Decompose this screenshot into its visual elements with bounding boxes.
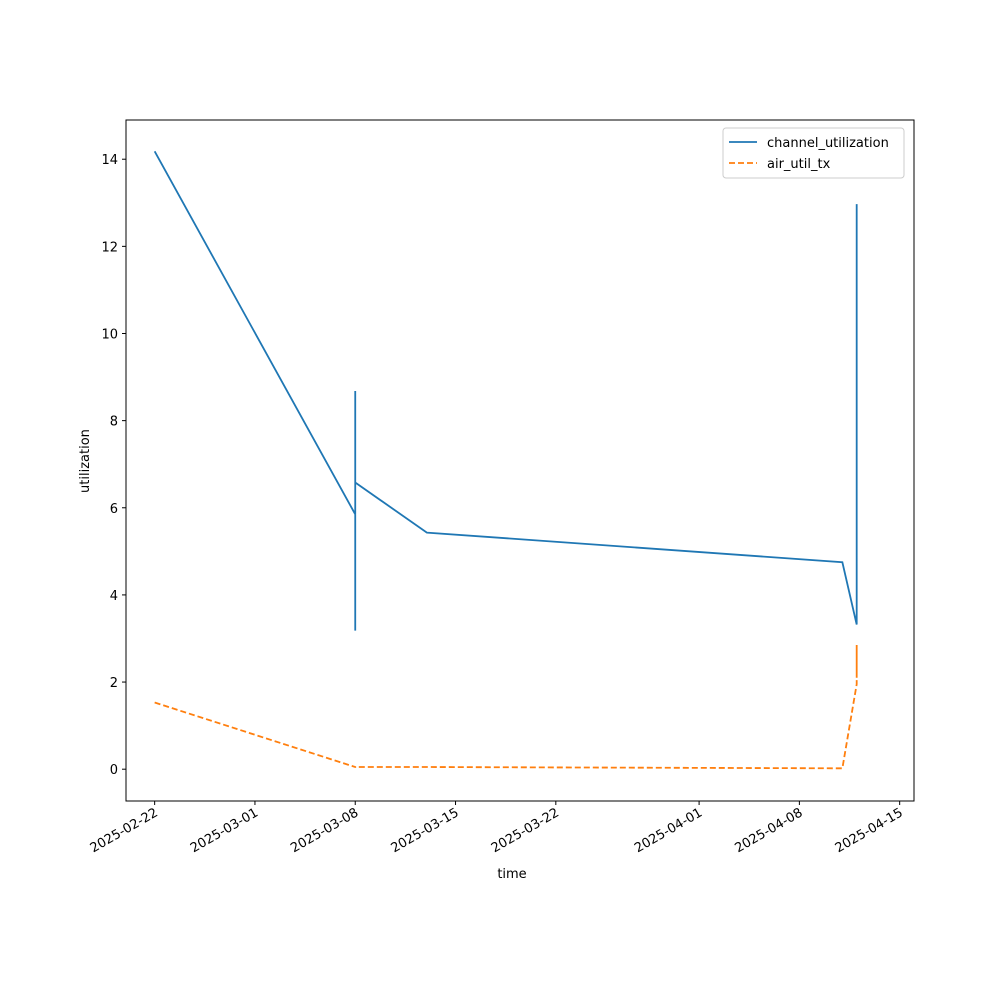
x-axis-label: time bbox=[497, 867, 526, 882]
y-tick-label: 8 bbox=[110, 415, 118, 430]
x-tick-label: 2025-04-15 bbox=[833, 805, 906, 856]
x-tick-label: 2025-03-01 bbox=[188, 805, 261, 856]
y-tick-label: 10 bbox=[101, 327, 118, 342]
y-tick-label: 4 bbox=[110, 589, 118, 604]
series-line bbox=[154, 645, 858, 770]
legend-label: channel_utilization bbox=[767, 136, 889, 151]
y-tick-label: 0 bbox=[110, 763, 118, 778]
x-tick-label: 2025-03-22 bbox=[489, 805, 562, 856]
legend-label: air_util_tx bbox=[767, 157, 831, 172]
y-tick-label: 14 bbox=[101, 153, 118, 168]
y-tick-label: 12 bbox=[101, 240, 118, 255]
x-tick-label: 2025-04-01 bbox=[632, 805, 705, 856]
legend-box bbox=[722, 127, 905, 179]
y-tick-label: 2 bbox=[110, 676, 118, 691]
x-tick-label: 2025-03-15 bbox=[389, 805, 462, 856]
x-tick-label: 2025-04-08 bbox=[732, 805, 805, 856]
x-tick-label: 2025-02-22 bbox=[88, 805, 161, 856]
plot-frame bbox=[125, 119, 915, 802]
x-tick-label: 2025-03-08 bbox=[288, 805, 361, 856]
series-line bbox=[153, 150, 858, 631]
y-tick-label: 6 bbox=[110, 502, 118, 517]
y-axis-label: utilization bbox=[78, 429, 93, 493]
